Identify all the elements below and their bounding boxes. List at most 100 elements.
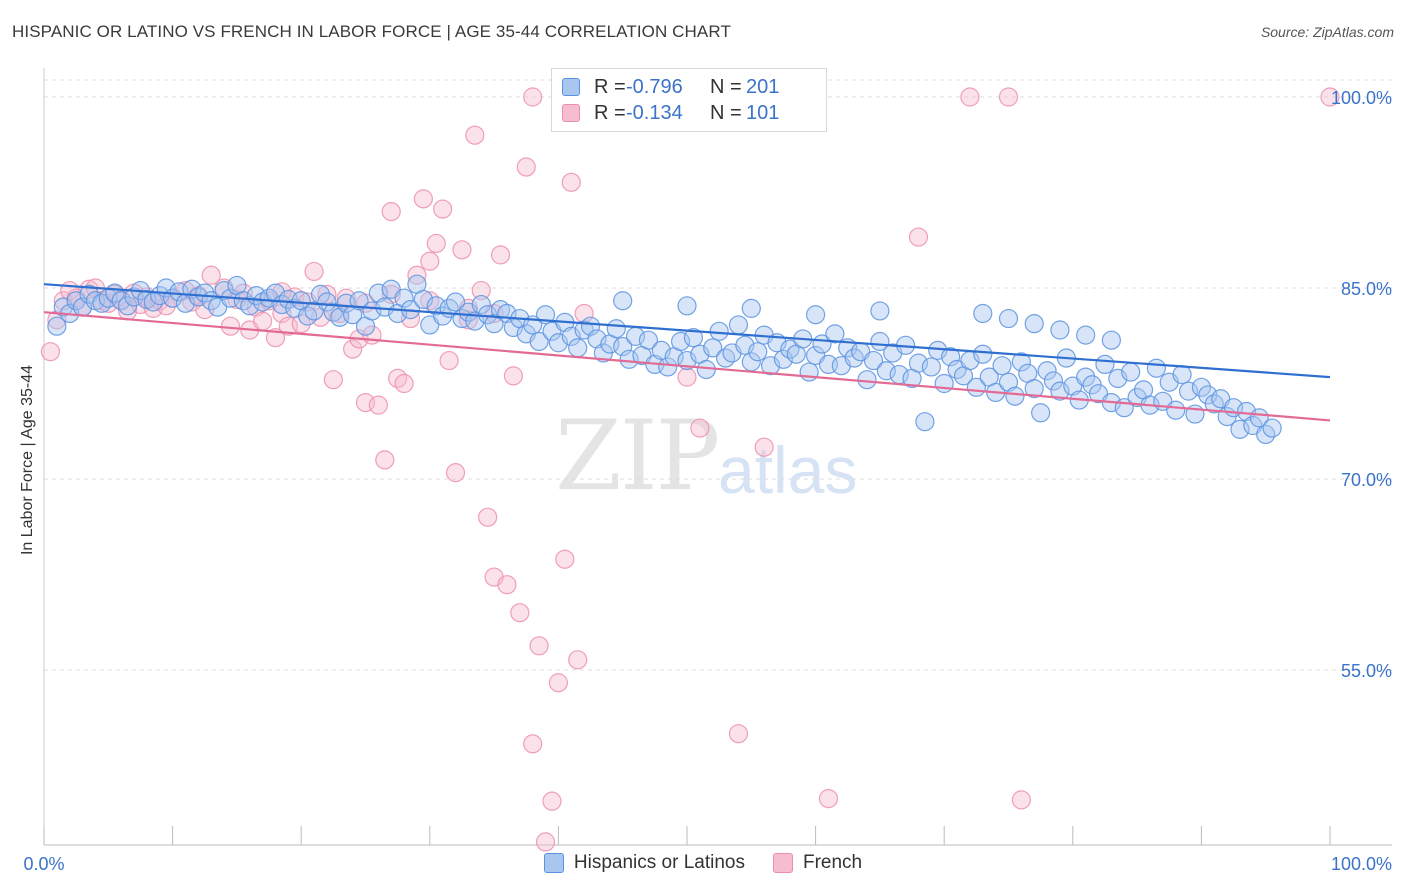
legend-n-label: N = bbox=[710, 75, 742, 98]
french-point bbox=[375, 450, 395, 470]
hispanic-point bbox=[709, 321, 729, 341]
legend-label-hispanic: Hispanics or Latinos bbox=[573, 852, 745, 873]
french-point bbox=[426, 233, 446, 254]
hispanic-point bbox=[195, 283, 215, 303]
hispanic-point bbox=[1146, 358, 1166, 378]
french-point bbox=[548, 673, 569, 693]
hispanic-point bbox=[1076, 325, 1096, 345]
french-points bbox=[40, 87, 1340, 852]
hispanic-point bbox=[606, 319, 626, 339]
hispanic-point bbox=[1262, 418, 1282, 438]
legend-swatch-blue bbox=[543, 853, 564, 873]
french-point bbox=[908, 227, 929, 247]
french-point bbox=[265, 328, 286, 348]
french-point bbox=[381, 202, 401, 222]
french-point bbox=[998, 87, 1019, 107]
hispanic-point bbox=[715, 348, 736, 368]
hispanic-point bbox=[921, 357, 941, 377]
x-ticks bbox=[43, 826, 1331, 845]
french-point bbox=[490, 245, 511, 265]
hispanic-point bbox=[1178, 381, 1199, 401]
hispanic-point bbox=[799, 362, 819, 382]
french-point bbox=[1011, 790, 1031, 810]
french-point bbox=[523, 87, 543, 107]
french-point bbox=[304, 261, 324, 282]
legend-r-value: -0.796 bbox=[626, 75, 683, 98]
hispanic-point bbox=[1050, 381, 1070, 401]
french-trend-line bbox=[43, 311, 1331, 422]
french-point bbox=[317, 284, 337, 304]
french-point bbox=[754, 437, 774, 457]
hispanic-point bbox=[876, 361, 896, 381]
french-point bbox=[445, 463, 466, 483]
y-tick-label: 55.0% bbox=[1341, 661, 1392, 681]
hispanic-point bbox=[1037, 361, 1057, 381]
hispanic-point bbox=[1172, 364, 1192, 385]
hispanic-point bbox=[870, 301, 890, 321]
hispanic-point bbox=[1204, 394, 1224, 414]
french-point bbox=[420, 251, 440, 271]
hispanic-point bbox=[613, 291, 633, 311]
french-point bbox=[690, 418, 710, 438]
hispanic-point bbox=[658, 357, 678, 377]
hispanic-point bbox=[863, 350, 884, 371]
legend-n-value: 101 bbox=[746, 101, 780, 124]
french-point bbox=[561, 172, 581, 192]
french-point bbox=[79, 279, 99, 299]
hispanic-point bbox=[1024, 378, 1044, 399]
french-point bbox=[388, 368, 408, 389]
hispanic-point bbox=[568, 338, 588, 358]
x-tick-labels: 0.0% 100.0% bbox=[23, 854, 1392, 874]
hispanic-point bbox=[748, 342, 768, 362]
french-point bbox=[413, 189, 433, 209]
hispanic-point bbox=[915, 412, 935, 432]
hispanic-point bbox=[214, 280, 234, 301]
hispanic-point bbox=[773, 349, 794, 369]
legend-label-french: French bbox=[802, 852, 863, 873]
legend-r-label: R = bbox=[594, 75, 626, 98]
french-point bbox=[433, 199, 453, 219]
chart-title: HISPANIC OR LATINO VS FRENCH IN LABOR FO… bbox=[12, 22, 731, 41]
hispanic-point bbox=[47, 316, 67, 336]
hispanic-point bbox=[1101, 330, 1121, 350]
french-point bbox=[529, 636, 549, 656]
hispanic-point bbox=[934, 373, 954, 394]
hispanic-point bbox=[825, 324, 845, 344]
hispanic-point bbox=[670, 331, 691, 352]
hispanic-point bbox=[394, 288, 414, 308]
french-point bbox=[960, 87, 980, 107]
y-tick-label: 100.0% bbox=[1331, 88, 1392, 108]
hispanic-point bbox=[677, 296, 697, 316]
hispanic-point bbox=[1024, 314, 1044, 334]
french-point bbox=[728, 724, 749, 744]
legend-row-hispanic: R = -0.796 N = 201 bbox=[562, 75, 779, 99]
legend-swatch-pink bbox=[772, 853, 793, 873]
hispanic-point bbox=[1005, 386, 1025, 406]
hispanic-point bbox=[683, 328, 704, 348]
french-point bbox=[1320, 87, 1340, 107]
hispanic-point bbox=[741, 298, 761, 318]
hispanic-point bbox=[240, 296, 260, 316]
hispanic-point bbox=[111, 291, 131, 311]
hispanic-point bbox=[1076, 367, 1096, 387]
hispanic-point bbox=[1191, 377, 1212, 397]
hispanic-point bbox=[973, 303, 993, 324]
french-point bbox=[478, 507, 498, 527]
hispanic-point bbox=[1166, 400, 1186, 420]
y-axis-label: In Labor Force | Age 35-44 bbox=[19, 364, 36, 556]
hispanic-point bbox=[1043, 371, 1064, 391]
axes bbox=[43, 68, 1392, 846]
french-point bbox=[503, 366, 523, 386]
hispanic-point bbox=[317, 292, 337, 312]
hispanic-point bbox=[998, 308, 1019, 329]
hispanic-point bbox=[1095, 354, 1115, 374]
hispanic-point bbox=[471, 294, 491, 315]
hispanic-point bbox=[857, 370, 877, 390]
watermark-zip: ZIP bbox=[555, 400, 720, 512]
legend-r-value: -0.134 bbox=[626, 101, 683, 124]
french-point bbox=[497, 575, 517, 595]
hispanic-point bbox=[728, 315, 749, 335]
legend-swatch-pink bbox=[562, 104, 580, 122]
x-tick-label: 0.0% bbox=[23, 854, 64, 874]
french-point bbox=[523, 734, 543, 754]
